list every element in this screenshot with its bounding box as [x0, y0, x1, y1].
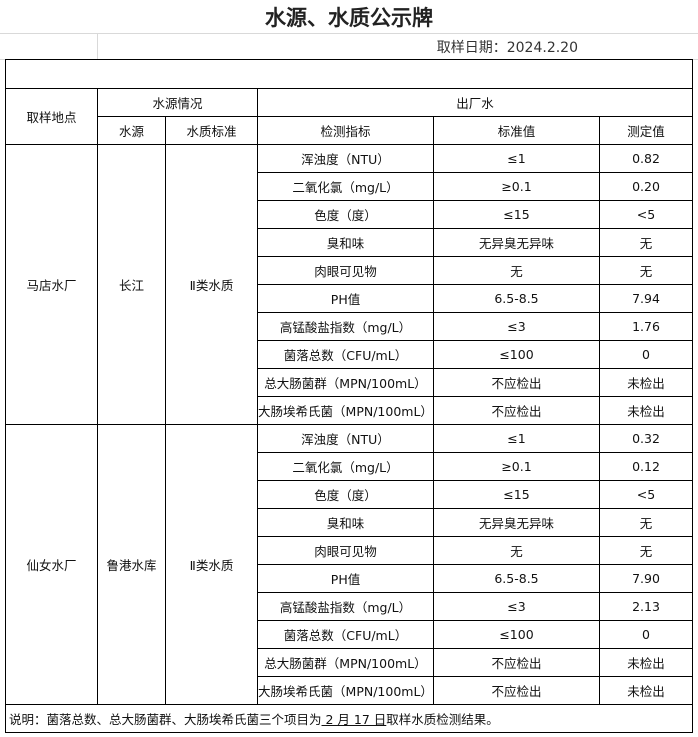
measured-cell: 7.94 [599, 284, 693, 313]
plant-source: 长江 [97, 144, 166, 425]
indicator-cell: 总大肠菌群（MPN/100mL） [257, 368, 434, 397]
indicator-cell: 高锰酸盐指数（mg/L） [257, 592, 434, 621]
table-row: 总大肠菌群（MPN/100mL） 不应检出 未检出 [6, 648, 693, 677]
plant-quality: Ⅱ类水质 [165, 144, 258, 425]
measured-cell: 0.20 [599, 172, 693, 201]
indicator-cell: 大肠埃希氏菌（MPN/100mL） [257, 676, 434, 705]
table-row: 色度（度） ≤15 <5 [6, 200, 693, 229]
measured-cell: 2.13 [599, 592, 693, 621]
measured-cell: 0 [599, 340, 693, 369]
header-outlet: 出厂水 [257, 88, 693, 117]
indicator-cell: PH值 [257, 564, 434, 593]
std-value-cell: 不应检出 [433, 676, 600, 705]
std-value-cell: ≤3 [433, 592, 600, 621]
indicator-cell: 浑浊度（NTU） [257, 424, 434, 453]
table-row: 肉眼可见物无无 [6, 256, 693, 285]
measured-cell: 无 [599, 508, 693, 537]
std-value-cell: 无 [433, 536, 600, 565]
date-row: 取样日期：2024.2.20 [0, 33, 698, 60]
measured-cell: 1.76 [599, 312, 693, 341]
header-quality-std: 水质标准 [165, 116, 258, 145]
measured-cell: 0 [599, 620, 693, 649]
std-value-cell: ≤3 [433, 312, 600, 341]
note: 说明：菌落总数、总大肠菌群、大肠埃希氏菌三个项目为 2 月 17 日取样水质检测… [5, 704, 693, 733]
measured-cell: 7.90 [599, 564, 693, 593]
std-value-cell: 无异臭无异味 [433, 228, 600, 257]
plant-site: 马店水厂 [5, 144, 98, 425]
indicator-cell: 二氧化氯（mg/L） [257, 452, 434, 481]
indicator-cell: 色度（度） [257, 200, 434, 229]
plant-quality: Ⅱ类水质 [165, 424, 258, 705]
indicator-cell: 菌落总数（CFU/mL） [257, 340, 434, 369]
std-value-cell: 不应检出 [433, 648, 600, 677]
table-row: 二氧化氯（mg/L） ≥0.1 0.20 [6, 172, 693, 201]
indicator-cell: 臭和味 [257, 228, 434, 257]
table-row: 高锰酸盐指数（mg/L） ≤3 2.13 [6, 592, 693, 621]
measured-cell: 未检出 [599, 676, 693, 705]
indicator-cell: 肉眼可见物 [257, 536, 434, 565]
indicator-cell: 高锰酸盐指数（mg/L） [257, 312, 434, 341]
std-value-cell: ≥0.1 [433, 452, 600, 481]
table-row: 仙女水厂 鲁港水库 Ⅱ类水质 浑浊度（NTU） ≤1 0.32 [5, 424, 693, 705]
table-row: PH值 6.5-8.5 7.90 [6, 564, 693, 593]
table-row: 大肠埃希氏菌（MPN/100mL） 不应检出 未检出 [6, 676, 693, 705]
water-quality-table: 取样地点 水源情况 出厂水 水源 水质标准 检测指标 标准值 测定值 马店水厂长… [5, 59, 693, 733]
header-indicator: 检测指标 [257, 116, 434, 145]
header-source: 水源 [97, 116, 166, 145]
table-row: 高锰酸盐指数（mg/L） ≤3 1.76 [6, 312, 693, 341]
std-value-cell: 6.5-8.5 [433, 564, 600, 593]
measured-cell: 0.82 [599, 144, 693, 173]
table-row: 马店水厂 长江 Ⅱ类水质 浑浊度（NTU） ≤1 0.82 [5, 144, 693, 425]
std-value-cell: ≤100 [433, 340, 600, 369]
header-measured: 测定值 [599, 116, 693, 145]
table-row: 臭和味 无异臭无异味无 [6, 228, 693, 257]
plant-site: 仙女水厂 [5, 424, 98, 705]
std-value-cell: ≤15 [433, 480, 600, 509]
measured-cell: 未检出 [599, 396, 693, 425]
blank-row [5, 59, 693, 89]
indicator-cell: 菌落总数（CFU/mL） [257, 620, 434, 649]
std-value-cell: ≤15 [433, 200, 600, 229]
measured-cell: <5 [599, 200, 693, 229]
indicator-cell: 二氧化氯（mg/L） [257, 172, 434, 201]
std-value-cell: ≤1 [433, 424, 600, 453]
table-row: 肉眼可见物无无 [6, 536, 693, 565]
indicator-cell: 色度（度） [257, 480, 434, 509]
note-date: 2 月 17 日 [321, 712, 387, 727]
note-suffix: 取样水质检测结果。 [386, 712, 499, 727]
indicator-cell: 浑浊度（NTU） [257, 144, 434, 173]
std-value-cell: 不应检出 [433, 396, 600, 425]
measured-cell: 未检出 [599, 368, 693, 397]
std-value-cell: 6.5-8.5 [433, 284, 600, 313]
measured-cell: 0.12 [599, 452, 693, 481]
indicator-cell: PH值 [257, 284, 434, 313]
table-row: 菌落总数（CFU/mL） ≤100 0 [6, 340, 693, 369]
sample-date: 取样日期：2024.2.20 [436, 40, 578, 56]
header-source-info: 水源情况 [97, 88, 258, 117]
measured-cell: 0.32 [599, 424, 693, 453]
indicator-cell: 臭和味 [257, 508, 434, 537]
std-value-cell: ≤1 [433, 144, 600, 173]
indicator-cell: 肉眼可见物 [257, 256, 434, 285]
std-value-cell: 无异臭无异味 [433, 508, 600, 537]
table-row: 菌落总数（CFU/mL） ≤100 0 [6, 620, 693, 649]
std-value-cell: ≤100 [433, 620, 600, 649]
header-std-value: 标准值 [433, 116, 600, 145]
table-row: PH值 6.5-8.5 7.94 [6, 284, 693, 313]
measured-cell: 无 [599, 256, 693, 285]
page-title: 水源、水质公示牌 [0, 0, 698, 34]
measured-cell: 无 [599, 228, 693, 257]
indicator-cell: 大肠埃希氏菌（MPN/100mL） [257, 396, 434, 425]
measured-cell: <5 [599, 480, 693, 509]
std-value-cell: 不应检出 [433, 368, 600, 397]
measured-cell: 无 [599, 536, 693, 565]
std-value-cell: 无 [433, 256, 600, 285]
measured-cell: 未检出 [599, 648, 693, 677]
note-prefix: 说明：菌落总数、总大肠菌群、大肠埃希氏菌三个项目为 [9, 712, 322, 727]
indicator-cell: 总大肠菌群（MPN/100mL） [257, 648, 434, 677]
plant-source: 鲁港水库 [97, 424, 166, 705]
std-value-cell: ≥0.1 [433, 172, 600, 201]
header-site: 取样地点 [5, 88, 98, 145]
